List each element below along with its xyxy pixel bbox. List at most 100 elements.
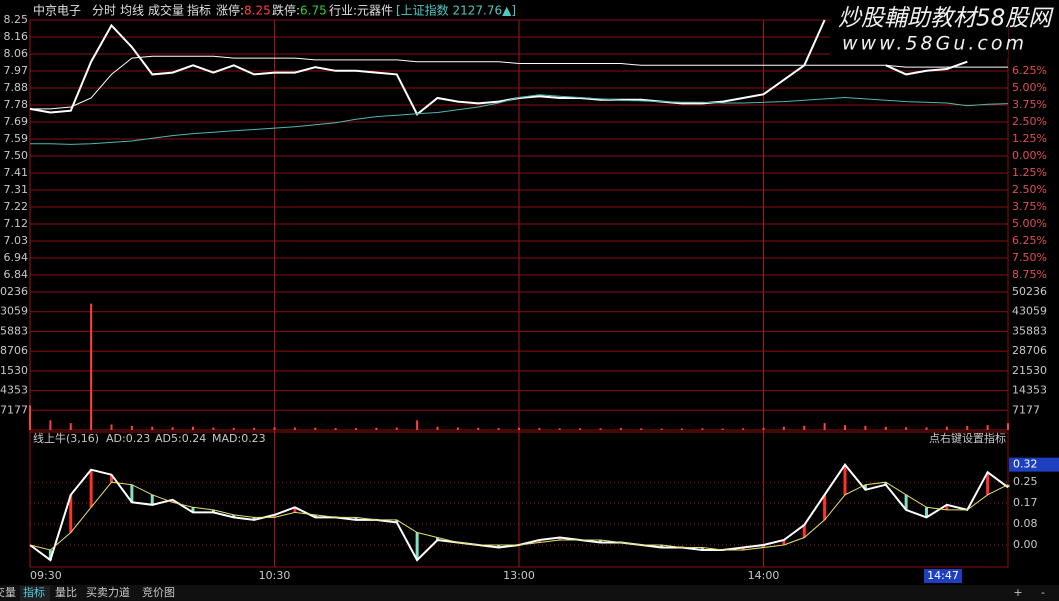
y-tick-label: 8.06 <box>4 47 29 60</box>
watermark-url: www.58Gu.com <box>842 33 1027 55</box>
series-line <box>30 55 1008 110</box>
volume-bar <box>171 427 174 430</box>
x-tick-label: 14:00 <box>748 569 780 582</box>
menu-item[interactable]: 指标 <box>187 3 211 18</box>
tab[interactable]: 成交量 <box>0 585 16 599</box>
y-tick-label: 7.50 <box>4 149 29 162</box>
x-tick-label: 13:00 <box>503 569 535 582</box>
tab[interactable]: 量比 <box>55 586 77 599</box>
volume-bar <box>721 428 724 430</box>
volume-bar <box>538 428 541 430</box>
y-tick-label: 0.17 <box>1013 496 1038 509</box>
y-tick-label: 50236 <box>0 285 28 298</box>
volume-bar <box>925 427 928 430</box>
y-tick-label: 35883 <box>0 324 28 337</box>
current-value: 0.32 <box>1013 458 1038 471</box>
volume-bar <box>518 427 520 430</box>
series-line <box>885 60 968 76</box>
menu-item[interactable]: 均线 <box>120 4 144 18</box>
volume-bar <box>986 425 989 430</box>
tab[interactable]: 竞价图 <box>142 585 175 599</box>
volume-bar <box>293 427 296 430</box>
y-tick-label: 0.25 <box>1013 475 1038 488</box>
tab[interactable]: 指标 <box>23 585 45 599</box>
zoom-out[interactable]: - <box>1041 586 1045 599</box>
volume-bar <box>416 420 419 430</box>
y-tick-label: 7.03 <box>4 234 29 247</box>
y-tick-label: 7.12 <box>4 217 29 230</box>
volume-bar <box>69 423 72 430</box>
y-tick-label: 28706 <box>0 344 28 357</box>
y-tick-label: 21530 <box>0 364 28 377</box>
limit-up-label: 涨停: <box>216 3 244 18</box>
y2-tick-label: 0.00% <box>1012 149 1047 162</box>
volume-bar <box>253 427 256 430</box>
tab[interactable]: 买卖力道 <box>86 585 130 599</box>
limit-down: 6.75 <box>300 4 327 18</box>
volume-bar <box>355 428 357 430</box>
y-tick-label: 6.84 <box>4 268 29 281</box>
volume-bar <box>681 428 683 430</box>
current-value-bg <box>1009 457 1059 472</box>
y2-tick-label: 35883 <box>1012 324 1047 337</box>
volume-bar <box>110 424 113 430</box>
y2-tick-label: 2.50% <box>1012 115 1047 128</box>
cursor-time-bg <box>924 569 962 583</box>
volume-bar <box>232 427 235 430</box>
volume-bar <box>477 427 480 430</box>
y-tick-label: 7.97 <box>4 64 29 77</box>
tab-bar <box>0 585 1059 601</box>
stock-name: 中京电子 <box>33 3 81 18</box>
x-tick-label: 09:30 <box>30 569 62 582</box>
y2-tick-label: 5.00% <box>1012 81 1047 94</box>
y-tick-label: 7.59 <box>4 132 29 145</box>
volume-bar <box>130 425 133 430</box>
series-line <box>30 94 1009 145</box>
y2-tick-label: 8.75% <box>1012 268 1047 281</box>
watermark-bg <box>830 2 1008 58</box>
menu-item[interactable]: 成交量 <box>148 3 184 18</box>
volume-bar <box>90 303 93 430</box>
y-tick-label: 7.78 <box>4 98 29 111</box>
y2-tick-label: 3.75% <box>1012 200 1047 213</box>
volume-bar <box>212 427 215 430</box>
volume-bar <box>314 427 317 430</box>
y2-tick-label: 50236 <box>1012 285 1047 298</box>
volume-bar <box>273 427 276 430</box>
indicator-readout: MAD:0.23 <box>212 432 266 445</box>
y2-tick-label: 28706 <box>1012 344 1047 357</box>
volume-bar <box>701 428 704 430</box>
zoom-in[interactable]: + <box>1013 586 1022 599</box>
y-tick-label: 7.88 <box>4 81 29 94</box>
volume-bar <box>151 426 154 430</box>
indicator-readout: AD:0.23 <box>106 432 150 445</box>
indicator-hint[interactable]: 点右键设置指标 <box>929 431 1006 445</box>
y2-tick-label: 1.25% <box>1012 132 1047 145</box>
y-tick-label: 8.16 <box>4 30 29 43</box>
y2-tick-label: 14353 <box>1012 384 1047 397</box>
volume-bar <box>884 426 887 430</box>
y2-tick-label: 3.75% <box>1012 98 1047 111</box>
y-tick-label: 14353 <box>0 384 28 397</box>
indicator-name: 线上牛(3,16) <box>33 431 99 445</box>
volume-bar <box>456 427 459 430</box>
y2-tick-label: 6.25% <box>1012 64 1047 77</box>
volume-bar <box>844 425 846 430</box>
header: 中京电子 分时 均线 成交量 指标 涨停: 8.25 跌停: 6.75 行业:元… <box>33 3 516 18</box>
menu-item[interactable]: 分时 <box>92 4 116 18</box>
y2-tick-label: 7.50% <box>1012 251 1047 264</box>
limit-down-label: 跌停: <box>272 3 300 18</box>
y2-tick-label: 6.25% <box>1012 234 1047 247</box>
volume-bar <box>619 428 622 430</box>
volume-bar <box>742 428 745 430</box>
volume-bar <box>803 425 806 430</box>
volume-bar <box>579 428 582 430</box>
y2-tick-label: 21530 <box>1012 364 1047 377</box>
y-tick-label: 0.08 <box>1013 517 1038 530</box>
volume-bar <box>762 427 765 430</box>
y-tick-label: 0.00 <box>1013 538 1038 551</box>
volume-bar <box>1007 423 1009 430</box>
tab-active-bg <box>20 586 50 601</box>
x-tick-label: 10:30 <box>259 569 291 582</box>
